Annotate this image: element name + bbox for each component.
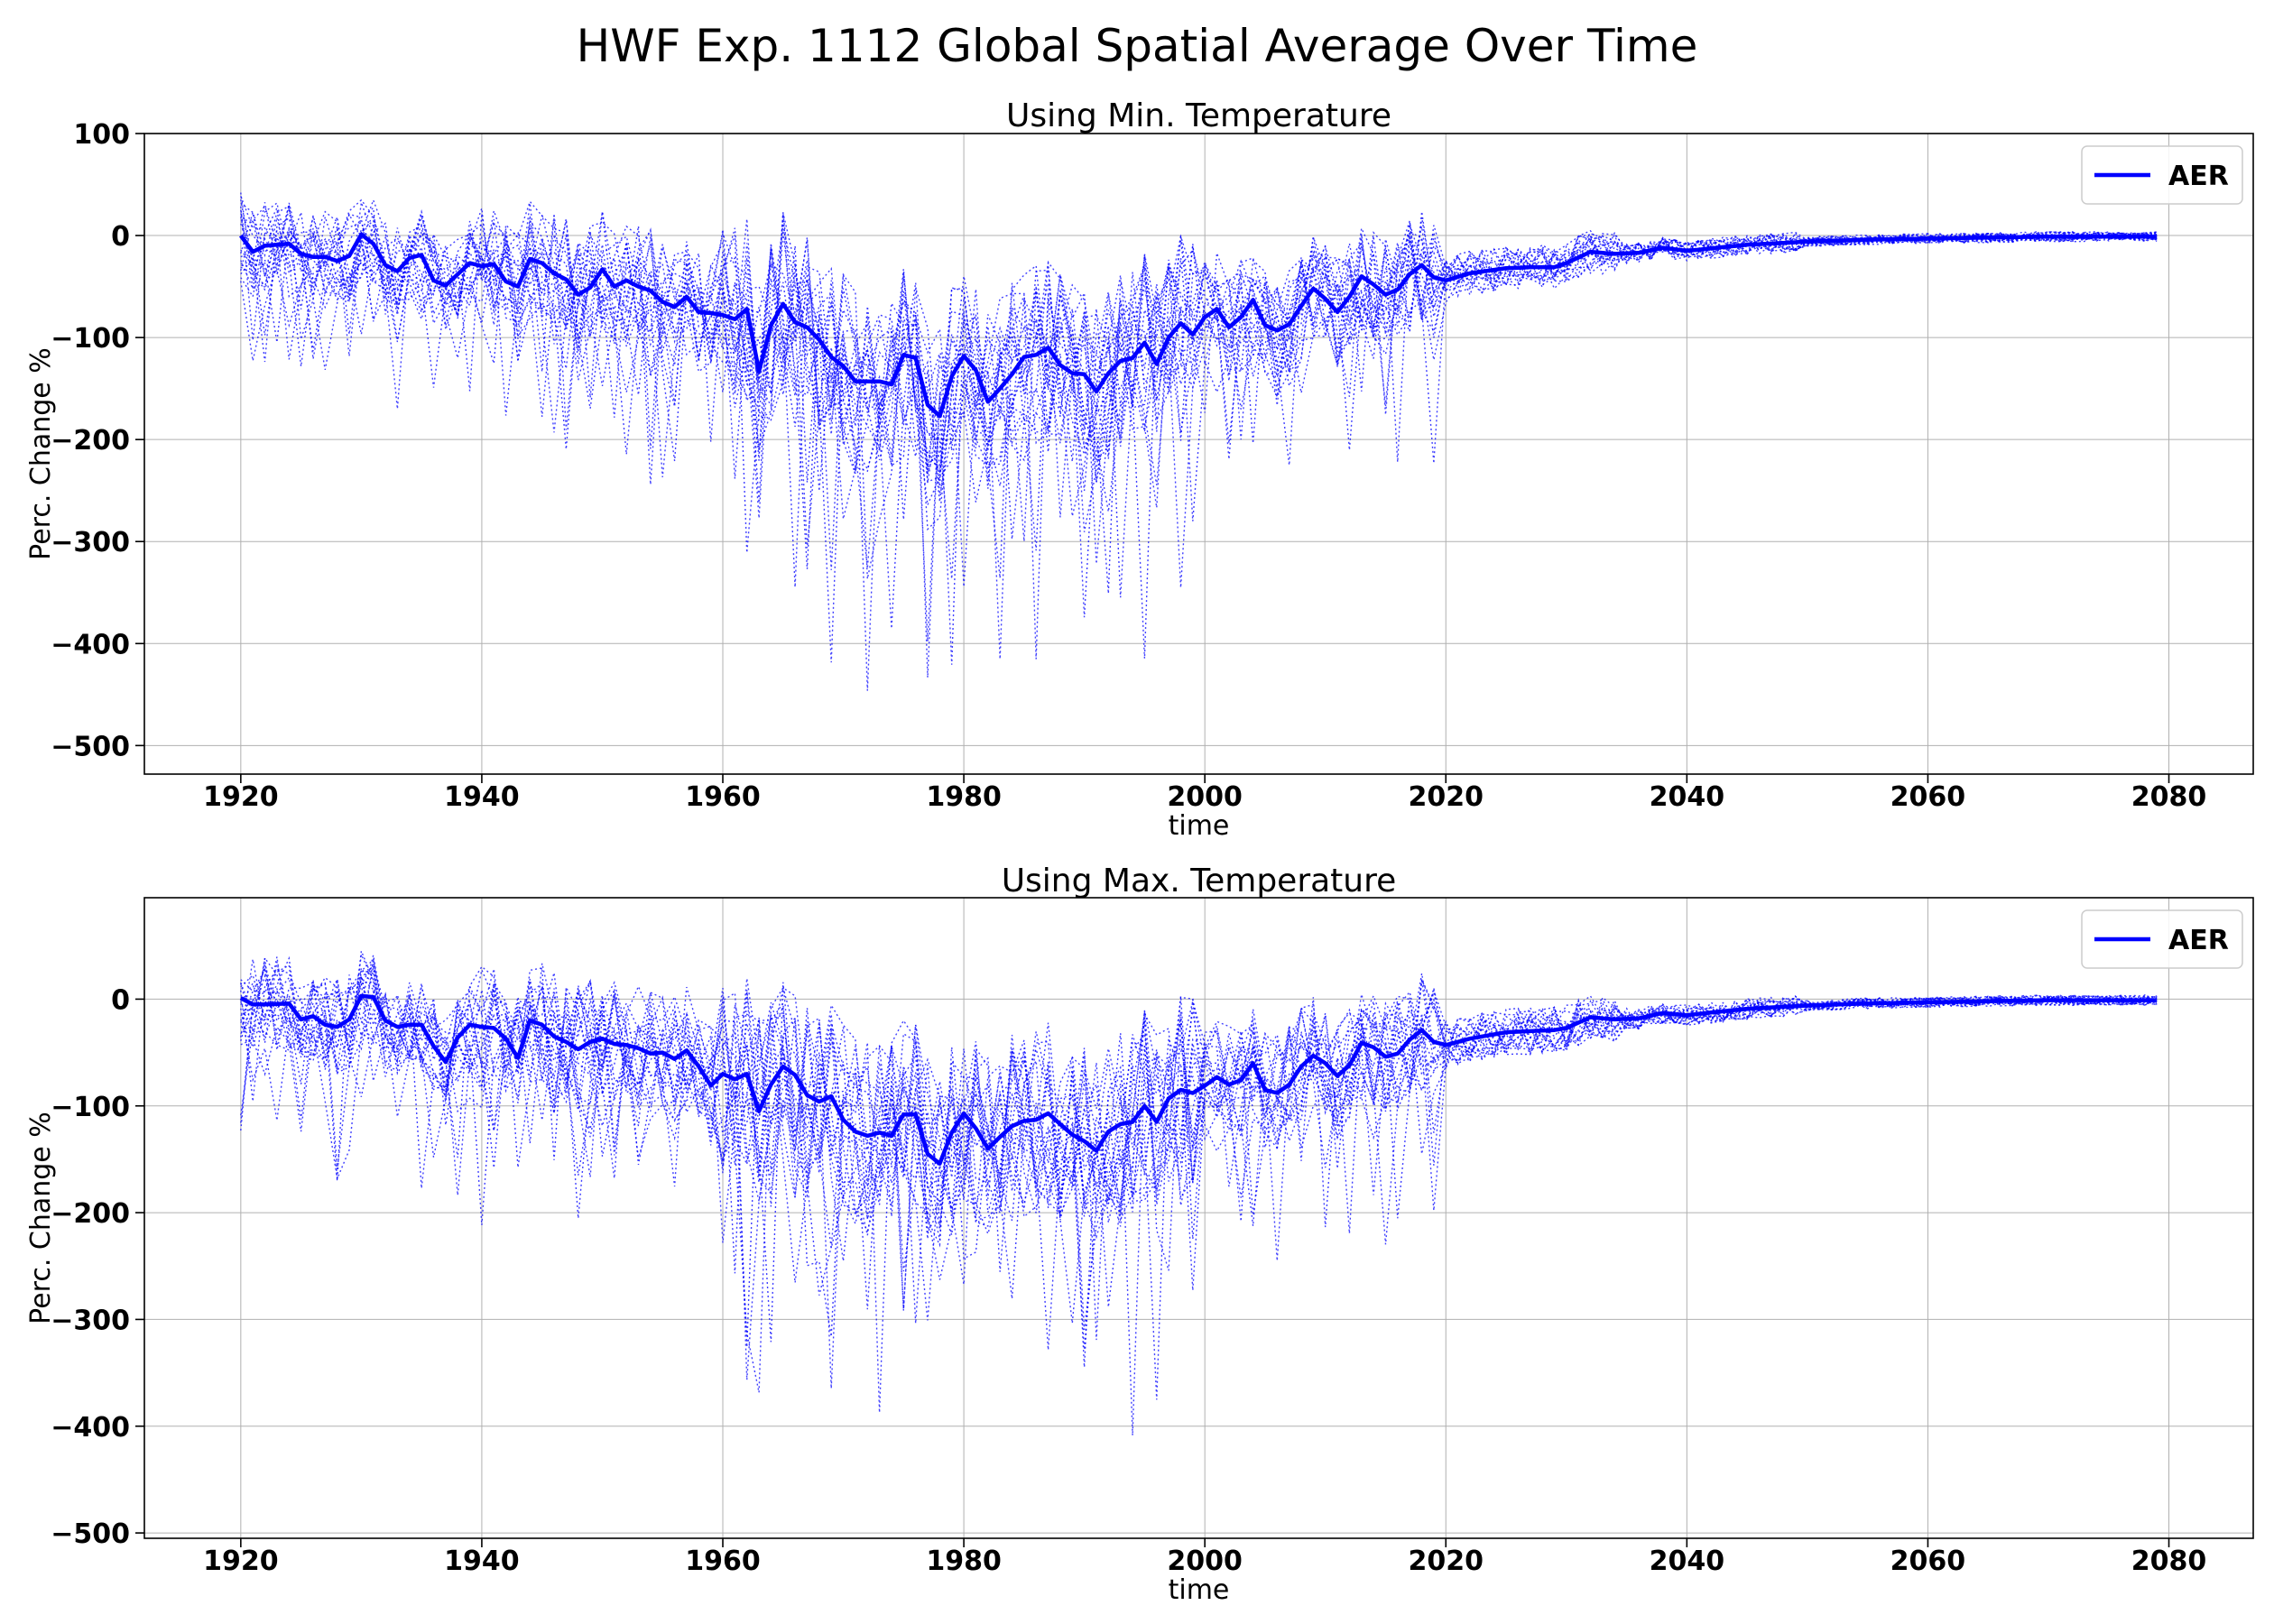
ensemble-member-line: [240, 207, 2158, 663]
x-tick-label: 1960: [685, 1546, 761, 1577]
x-tick-label: 2060: [1890, 781, 1966, 813]
y-tick-label: −500: [51, 731, 130, 762]
axes-frame: [143, 897, 2254, 1539]
ensemble-member-line: [240, 964, 2158, 1309]
y-tick-label: −200: [51, 1198, 130, 1230]
x-tick-label: 1920: [203, 781, 279, 813]
y-tick-label: −400: [51, 1412, 130, 1444]
x-tick-label: 2040: [1650, 1546, 1725, 1577]
y-tick-label: −500: [51, 1518, 130, 1550]
y-axis-label: Perc. Change %: [25, 1112, 57, 1324]
x-tick-label: 2020: [1409, 781, 1484, 813]
ensemble-member-line: [240, 959, 2158, 1393]
y-tick-label: −200: [51, 425, 130, 457]
series-line-aer: [239, 993, 2158, 1166]
legend: AER: [2081, 909, 2243, 969]
x-tick-label: 2060: [1890, 1546, 1966, 1577]
y-tick-label: 100: [73, 119, 130, 151]
y-tick-label: −400: [51, 629, 130, 660]
ensemble-member-line: [240, 955, 2158, 1321]
y-axis-label: Perc. Change %: [25, 347, 57, 560]
x-tick-label: 1980: [926, 781, 1002, 813]
legend-box: [2081, 145, 2243, 205]
x-tick-label: 2000: [1167, 781, 1243, 813]
x-tick-label: 2080: [2131, 1546, 2207, 1577]
x-tick-label: 2080: [2131, 781, 2207, 813]
ensemble-member-line: [240, 967, 2158, 1368]
y-tick-label: −100: [51, 323, 130, 355]
x-tick-label: 1940: [444, 781, 520, 813]
ensemble-member-line: [240, 198, 2158, 587]
x-tick-label: 2020: [1409, 1546, 1484, 1577]
figure-title: HWF Exp. 1112 Global Spatial Average Ove…: [576, 20, 1698, 72]
y-tick-label: −300: [51, 1305, 130, 1336]
x-tick-label: 1980: [926, 1546, 1002, 1577]
x-tick-label: 2040: [1650, 781, 1725, 813]
panel-title: Using Min. Temperature: [1006, 97, 1391, 134]
panel-title: Using Max. Temperature: [1002, 863, 1397, 900]
y-tick-label: −300: [51, 527, 130, 558]
axes-frame: [143, 133, 2254, 775]
x-tick-label: 1960: [685, 781, 761, 813]
ensemble-member-line: [240, 202, 2158, 618]
y-tick-label: −100: [51, 1092, 130, 1123]
ensemble-member-line: [240, 212, 2158, 474]
ensemble-member-line: [240, 201, 2158, 579]
x-tick-label: 1940: [444, 1546, 520, 1577]
ensemble-member-line: [240, 956, 2158, 1324]
legend-label-aer: AER: [2168, 925, 2229, 956]
ensemble-member-line: [240, 210, 2158, 487]
ensemble-member-line: [240, 207, 2158, 588]
x-tick-label: 1920: [203, 1546, 279, 1577]
ensemble-member-line: [240, 203, 2158, 564]
y-tick-label: 0: [111, 984, 130, 1016]
ensemble-member-line: [240, 965, 2158, 1413]
y-tick-label: 0: [111, 221, 130, 253]
legend: AER: [2081, 145, 2243, 205]
x-axis-label: time: [1169, 810, 1230, 842]
legend-label-aer: AER: [2168, 161, 2229, 192]
x-tick-label: 2000: [1167, 1546, 1243, 1577]
series-line-aer: [238, 232, 2158, 419]
legend-box: [2081, 909, 2243, 969]
ensemble-member-line: [240, 975, 2158, 1311]
ensemble-member-line: [240, 199, 2158, 660]
x-axis-label: time: [1169, 1574, 1230, 1606]
ensemble-member-line: [240, 206, 2158, 642]
